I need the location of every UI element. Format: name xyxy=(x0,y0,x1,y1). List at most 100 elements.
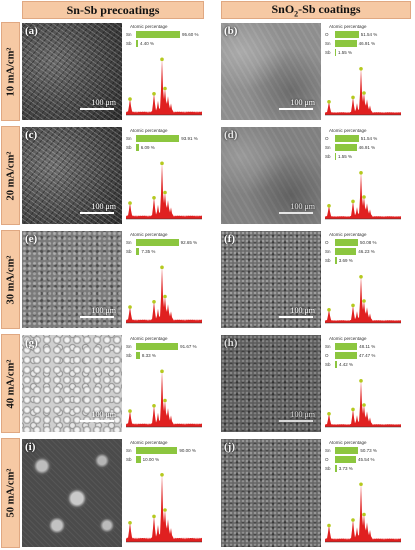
eds-bar xyxy=(335,49,336,56)
spectrum-trace xyxy=(126,370,202,427)
eds-spectrum xyxy=(126,369,202,428)
eds-value: 47.47 % xyxy=(358,353,376,358)
eds-row: Sn 46.91 % xyxy=(325,40,403,47)
peak-marker xyxy=(128,97,132,101)
peak-marker xyxy=(327,412,331,416)
eds-element-label: Sn xyxy=(325,344,331,349)
eds-element-label: Sb xyxy=(325,466,331,471)
eds-element-label: Sb xyxy=(126,145,132,150)
eds-panel-i: Atomic percentage Sn 90.00 % Sb 10.00 % xyxy=(124,439,204,547)
eds-element-label: O xyxy=(325,353,329,358)
eds-bar xyxy=(136,456,141,463)
eds-value: 50.73 % xyxy=(360,448,377,453)
panel-label: (b) xyxy=(224,25,238,37)
eds-spectrum xyxy=(126,57,202,116)
eds-bar xyxy=(136,135,180,142)
eds-row: O 51.54 % xyxy=(325,31,403,38)
eds-row: Sb 4.42 % xyxy=(325,361,403,368)
peak-marker xyxy=(351,518,355,522)
peak-marker xyxy=(351,303,355,308)
eds-bar xyxy=(136,352,140,359)
eds-row: Sn 46.23 % xyxy=(325,248,403,255)
eds-value: 90.00 % xyxy=(179,448,196,453)
panel-label: (g) xyxy=(25,337,38,349)
panel-label: (a) xyxy=(25,25,38,37)
eds-row: Sb 1.55 % xyxy=(325,49,403,56)
eds-value: 51.54 % xyxy=(360,136,378,141)
eds-value: 50.08 % xyxy=(360,240,377,245)
eds-row: Sb 8.33 % xyxy=(126,352,204,359)
spectrum-trace xyxy=(325,275,401,323)
eds-panel-b: Atomic percentage O 51.54 % Sn 46.91 % Sb 1.55… xyxy=(323,23,403,120)
eds-value: 91.67 % xyxy=(180,344,197,349)
eds-title: Atomic percentage xyxy=(329,24,367,29)
eds-row: Sn 95.60 % xyxy=(126,31,204,38)
eds-bar xyxy=(335,465,337,472)
micrograph-j: (j) xyxy=(221,439,321,547)
scale-bar-label: 100 μm xyxy=(290,410,315,419)
peak-marker xyxy=(160,265,164,270)
eds-row: Sb 6.09 % xyxy=(126,144,204,151)
eds-title: Atomic percentage xyxy=(130,128,168,133)
scale-bar-label: 100 μm xyxy=(290,202,315,211)
eds-element-label: Sn xyxy=(325,41,331,46)
eds-bar xyxy=(136,40,139,47)
peak-marker xyxy=(327,204,331,208)
peak-marker xyxy=(163,86,167,91)
eds-element-label: Sn xyxy=(325,448,331,453)
eds-element-label: Sb xyxy=(126,353,132,358)
row-label-40: 40 mA/cm² xyxy=(1,334,20,433)
spectrum-trace xyxy=(126,266,202,323)
peak-marker xyxy=(362,195,366,199)
eds-bar xyxy=(335,239,359,246)
eds-value: 8.33 % xyxy=(141,353,156,358)
peak-marker xyxy=(128,305,132,309)
eds-element-label: Sb xyxy=(325,258,331,263)
eds-element-label: Sn xyxy=(126,240,132,245)
eds-spectrum xyxy=(325,482,401,543)
eds-bar xyxy=(136,248,140,255)
scale-bar-label: 100 μm xyxy=(290,98,315,107)
peak-marker xyxy=(163,294,167,299)
eds-value: 51.54 % xyxy=(360,32,378,37)
scale-bar-label: 100 μm xyxy=(91,410,116,419)
eds-row: O 47.47 % xyxy=(325,352,403,359)
eds-spectrum xyxy=(325,171,401,220)
row-label-20: 20 mA/cm² xyxy=(1,126,20,225)
peak-marker xyxy=(327,308,331,312)
micrograph-c: (c) 100 μm xyxy=(22,127,122,224)
row-label-30: 30 mA/cm² xyxy=(1,230,20,329)
spectrum-trace xyxy=(126,473,202,542)
eds-row: Sn 93.91 % xyxy=(126,135,204,142)
eds-bar xyxy=(136,144,139,151)
scale-bar xyxy=(80,316,114,318)
peak-marker xyxy=(362,91,366,95)
eds-element-label: O xyxy=(325,32,329,37)
eds-element-label: O xyxy=(325,136,329,141)
spectrum-trace xyxy=(126,58,202,115)
peak-marker xyxy=(160,161,164,166)
scale-bar xyxy=(279,420,313,422)
panel-label: (e) xyxy=(25,233,38,245)
eds-row: Sn 90.00 % xyxy=(126,447,204,454)
scale-bar-label: 100 μm xyxy=(290,306,315,315)
eds-value: 1.55 % xyxy=(338,50,353,55)
panel-label: (f) xyxy=(224,233,235,245)
eds-title: Atomic percentage xyxy=(130,440,168,445)
micrograph-b: (b) 100 μm xyxy=(221,23,321,120)
scale-bar xyxy=(279,212,313,214)
spectrum-trace xyxy=(325,171,401,219)
panel-label: (j) xyxy=(224,441,235,453)
peak-marker xyxy=(351,407,355,412)
eds-row: Sn 48.11 % xyxy=(325,343,403,350)
peak-marker xyxy=(152,92,156,96)
micrograph-f: (f) 100 μm xyxy=(221,231,321,328)
peak-marker xyxy=(351,95,355,100)
eds-title: Atomic percentage xyxy=(329,336,367,341)
eds-row: Sb 7.35 % xyxy=(126,248,204,255)
eds-element-label: Sn xyxy=(325,249,331,254)
spectrum-trace xyxy=(325,379,401,427)
eds-value: 46.91 % xyxy=(358,41,376,46)
eds-spectrum xyxy=(126,473,202,543)
eds-element-label: Sn xyxy=(126,344,132,349)
